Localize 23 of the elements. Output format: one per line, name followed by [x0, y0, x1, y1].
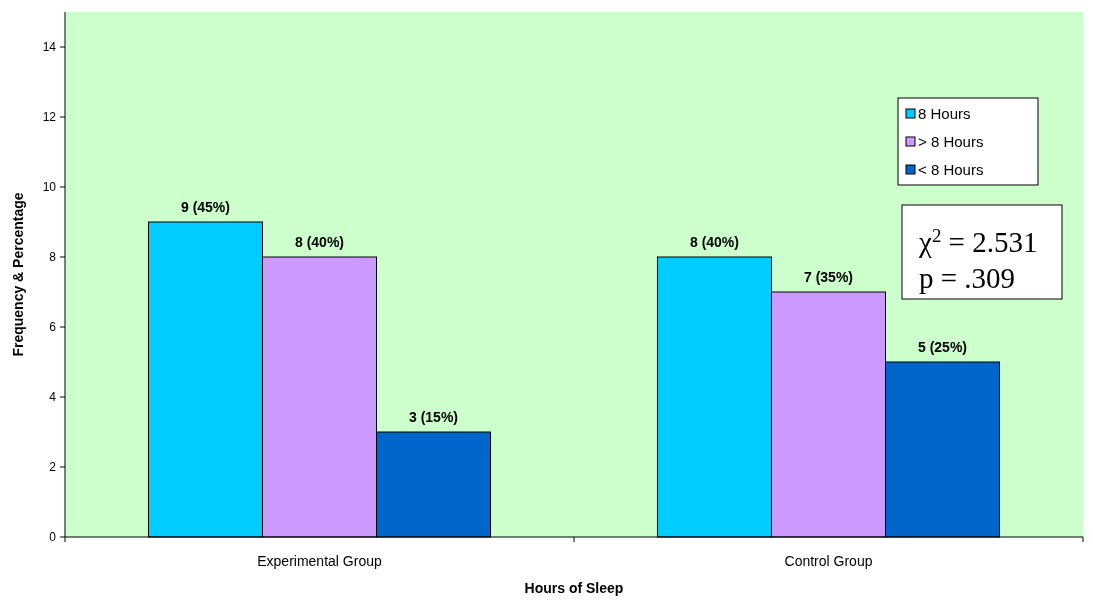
x-tick-label: Control Group: [784, 553, 873, 569]
y-tick-label: 10: [42, 180, 57, 195]
y-tick-label: 12: [42, 110, 57, 125]
data-label: 8 (40%): [689, 234, 739, 250]
y-tick-label: 4: [49, 390, 57, 405]
data-label: 8 (40%): [294, 234, 345, 250]
y-tick-label: 0: [49, 530, 57, 545]
legend-label: < 8 Hours: [918, 161, 984, 179]
annotation: χ$^{2}$ = 2.531: [918, 224, 1038, 258]
x-tick-label: Experimental Group: [257, 553, 382, 569]
y-tick-label: 2: [49, 460, 57, 475]
data-label: 9 (45%): [180, 199, 230, 215]
legend-label: > 8 Hours: [918, 133, 984, 151]
y-tick-label: 14: [42, 40, 57, 55]
x-axis-title: Hours of Sleep: [524, 580, 624, 596]
y-axis-title: Frequency & Percentage: [10, 192, 26, 357]
data-label: 5 (25%): [918, 339, 968, 355]
data-label: 7 (35%): [803, 269, 854, 285]
y-tick-label: 6: [49, 320, 57, 335]
y-tick-label: 8: [49, 250, 57, 265]
legend-label: 8 Hours: [918, 105, 971, 123]
annotation: p = .309: [919, 262, 1016, 294]
data-label: 3 (15%): [409, 409, 459, 425]
